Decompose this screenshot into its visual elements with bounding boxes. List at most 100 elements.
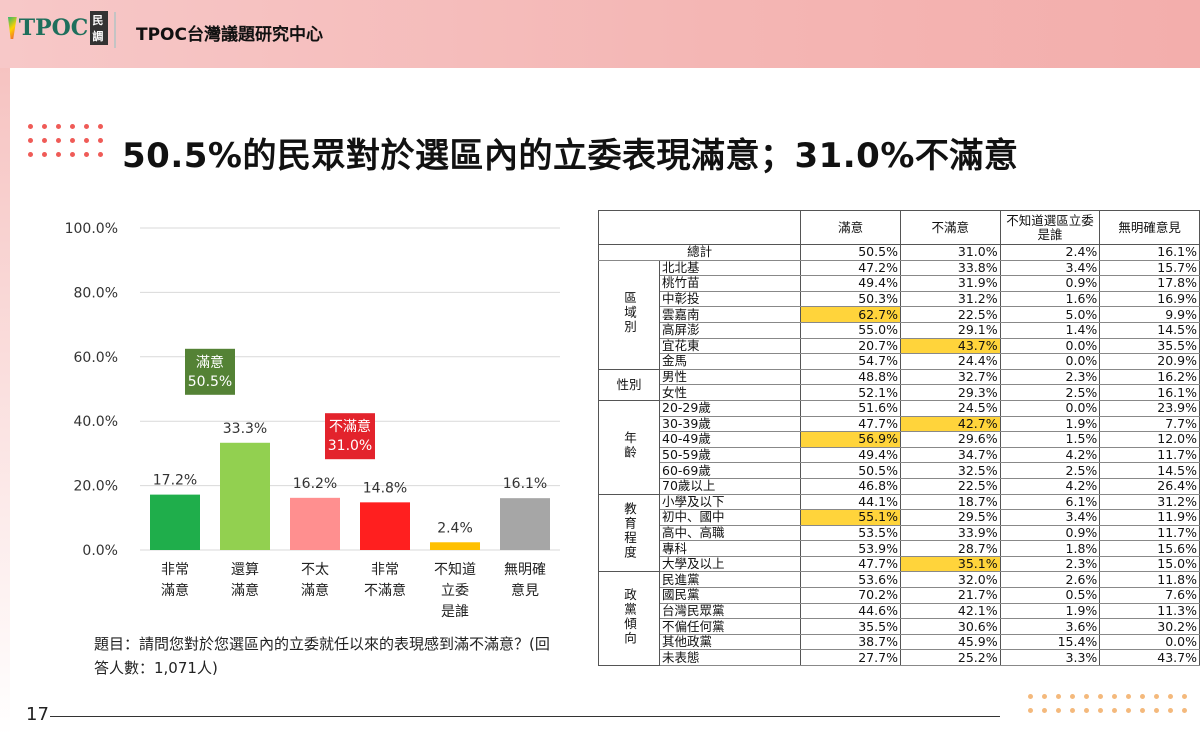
row-label: 雲嘉南 [658,306,802,323]
y-tick-label: 20.0% [74,479,118,495]
table-cell: 38.7% [800,634,901,651]
group-label: 性別 [598,368,660,401]
table-cell: 42.1% [899,603,1001,620]
table-cell: 33.8% [899,259,1001,277]
table-cell: 0.0% [1099,634,1200,651]
row-label: 國民黨 [658,587,802,604]
table-cell: 53.5% [800,525,901,542]
table-cell: 3.4% [999,509,1101,526]
row-label: 不偏任何黨 [658,618,802,635]
table-cell: 16.1% [1099,384,1200,401]
tpoc-logo: TPOC 民調 [8,8,108,48]
table-cell: 20.7% [800,338,901,355]
table-cell: 29.1% [899,322,1001,339]
table-cell: 11.3% [1099,603,1200,620]
row-label: 70歲以上 [658,478,802,495]
table-row: 女性 52.1% 29.3% 2.5% 16.1% [599,384,1200,401]
row-label: 高中、高職 [658,525,802,542]
table-cell: 2.5% [999,462,1101,479]
table-cell: 32.7% [899,368,1001,386]
table-cell: 16.9% [1099,291,1200,308]
annotation-box [325,413,375,460]
table-cell: 44.1% [800,493,901,511]
row-label: 大學及以上 [658,556,802,573]
category-label: 不滿意 [364,582,406,599]
page-number: 17 [26,704,49,725]
table-cell: 2.6% [999,571,1101,589]
table-cell: 3.3% [999,649,1101,667]
table-cell: 4.2% [999,447,1101,464]
table-row: 年齡 20-29歲 51.6% 24.5% 0.0% 23.9% [598,399,1200,495]
table-header-row: 滿意 不滿意 不知道選區立委是誰 無明確意見 [597,210,1200,245]
row-label: 男性 [658,368,802,386]
row-label: 金馬 [658,353,802,370]
table-cell: 0.0% [999,399,1101,417]
table-cell: 0.5% [999,587,1101,604]
data-label: 17.2% [153,473,197,489]
table-cell: 55.0% [800,322,901,339]
table-row: 不偏任何黨 35.5% 30.6% 3.6% 30.2% [599,618,1200,635]
data-label: 2.4% [437,520,473,536]
table-cell: 48.8% [800,368,901,386]
row-label: 20-29歲 [658,399,802,417]
table-row: 50-59歲 49.4% 34.7% 4.2% 11.7% [599,447,1200,464]
table-row: 政黨傾向 民進黨 53.6% 32.0% 2.6% 11.8% [598,571,1200,667]
table-cell: 33.9% [899,525,1001,542]
row-label: 30-39歲 [658,416,802,433]
table-cell: 54.7% [800,353,901,370]
table-cell: 18.7% [899,493,1001,511]
table-cell: 49.4% [800,275,901,292]
table-row: 70歲以上 46.8% 22.5% 4.2% 26.4% [599,478,1200,495]
table-cell: 47.2% [800,259,901,277]
crosstab-table: 滿意 不滿意 不知道選區立委是誰 無明確意見 總計 50.5% 31.0% 2.4% 16.1%… [597,210,1200,667]
table-cell: 23.9% [1099,399,1200,417]
column-header [597,210,802,245]
header-title: TPOC台灣議題研究中心 [136,25,323,45]
table-row: 宜花東 20.7% 43.7% 0.0% 35.5% [599,338,1200,355]
row-label: 中彰投 [658,291,802,308]
logo-mark-icon [8,17,17,39]
table-cell: 29.5% [899,509,1001,526]
page-title: 50.5%的民眾對於選區內的立委表現滿意；31.0%不滿意 [122,136,1019,176]
table-cell: 46.8% [800,478,901,495]
table-cell: 29.6% [899,431,1001,448]
table-cell: 1.5% [999,431,1101,448]
table-cell: 1.8% [999,540,1101,557]
column-header: 不知道選區立委是誰 [999,210,1101,245]
data-label: 16.2% [293,476,337,492]
table-cell: 30.6% [899,618,1001,635]
table-cell: 0.0% [999,353,1101,370]
table-cell: 16.1% [1099,244,1200,261]
category-label: 是誰 [441,604,469,618]
logo-text: TPOC [18,15,89,41]
bar-chart: 0.0%20.0%40.0%60.0%80.0%100.0%17.2%非常滿意3… [65,221,560,618]
column-header: 滿意 [800,210,901,245]
table-row: 桃竹苗 49.4% 31.9% 0.9% 17.8% [599,275,1200,292]
row-label: 60-69歲 [658,462,802,479]
table-cell: 27.7% [800,649,901,667]
row-label: 40-49歲 [658,431,802,448]
header-bar: TPOC 民調 TPOC台灣議題研究中心 [0,0,1200,68]
row-label: 民進黨 [658,571,802,589]
table-cell: 50.5% [800,244,901,261]
bar [220,442,270,550]
table-cell: 15.4% [999,634,1101,651]
table-cell: 7.7% [1099,416,1200,433]
category-label: 滿意 [231,582,259,599]
table-cell: 70.2% [800,587,901,604]
category-label: 非常 [371,562,399,578]
table-cell: 1.4% [999,322,1101,339]
category-label: 非常 [161,562,189,578]
table-row: 未表態 27.7% 25.2% 3.3% 43.7% [599,649,1200,667]
table-row: 國民黨 70.2% 21.7% 0.5% 7.6% [599,587,1200,604]
category-label: 不太 [301,562,329,578]
category-label: 滿意 [301,582,329,599]
table-cell: 43.7% [1099,649,1200,667]
table-cell: 2.5% [999,384,1101,401]
table-cell: 1.6% [999,291,1101,308]
table-cell: 0.9% [999,275,1101,292]
table-row: 40-49歲 56.9% 29.6% 1.5% 12.0% [599,431,1200,448]
table-cell: 11.8% [1099,571,1200,589]
table-cell: 51.6% [800,399,901,417]
table-cell: 22.5% [899,306,1001,323]
